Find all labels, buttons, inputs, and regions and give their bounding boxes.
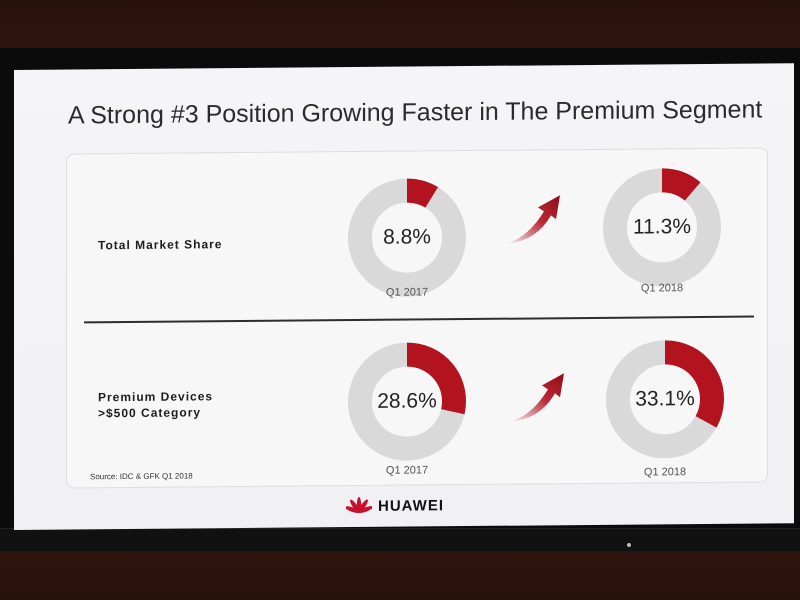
donut-value-label: 33.1%	[635, 387, 695, 411]
power-led-icon	[627, 543, 631, 547]
donut-chart-r0-c0: 8.8%	[344, 174, 470, 301]
row-label-total-market-share: Total Market Share	[98, 237, 223, 253]
donut-chart-r1-c0: 28.6%	[344, 338, 470, 465]
donut-svg	[606, 340, 724, 459]
donut-value-label: 28.6%	[377, 389, 437, 413]
source-note: Source: IDC & GFK Q1 2018	[90, 471, 193, 482]
donut-value-label: 8.8%	[383, 225, 431, 249]
donut-chart-r0-c1: 11.3%	[599, 164, 725, 291]
brand-logo: HUAWEI	[346, 494, 444, 517]
row-label-line: Premium Devices	[98, 389, 214, 405]
donut-slice	[406, 342, 466, 415]
row-label-line: >$500 Category	[98, 405, 202, 421]
donut-svg	[603, 168, 721, 287]
period-label: Q1 2018	[643, 466, 687, 479]
donut-slice	[664, 340, 724, 428]
huawei-flower-icon	[346, 496, 372, 514]
brand-name: HUAWEI	[378, 496, 444, 515]
donut-chart-r1-c1: 33.1%	[602, 336, 728, 463]
growth-arrow-icon	[510, 373, 564, 422]
period-label: Q1 2017	[385, 286, 429, 299]
row-label-premium-devices: Premium Devices >$500 Category	[98, 388, 213, 421]
growth-arrow-icon	[506, 195, 560, 244]
donut-slice	[661, 168, 701, 202]
donut-svg	[348, 178, 466, 297]
period-label: Q1 2018	[640, 282, 684, 295]
donut-slice	[406, 178, 438, 208]
display-bottom-bezel	[0, 528, 800, 551]
donut-value-label: 11.3%	[633, 215, 691, 239]
donut-svg	[348, 342, 466, 461]
projected-slide: A Strong #3 Position Growing Faster in T…	[14, 63, 794, 530]
period-label: Q1 2017	[385, 464, 429, 477]
slide-title: A Strong #3 Position Growing Faster in T…	[68, 95, 763, 130]
